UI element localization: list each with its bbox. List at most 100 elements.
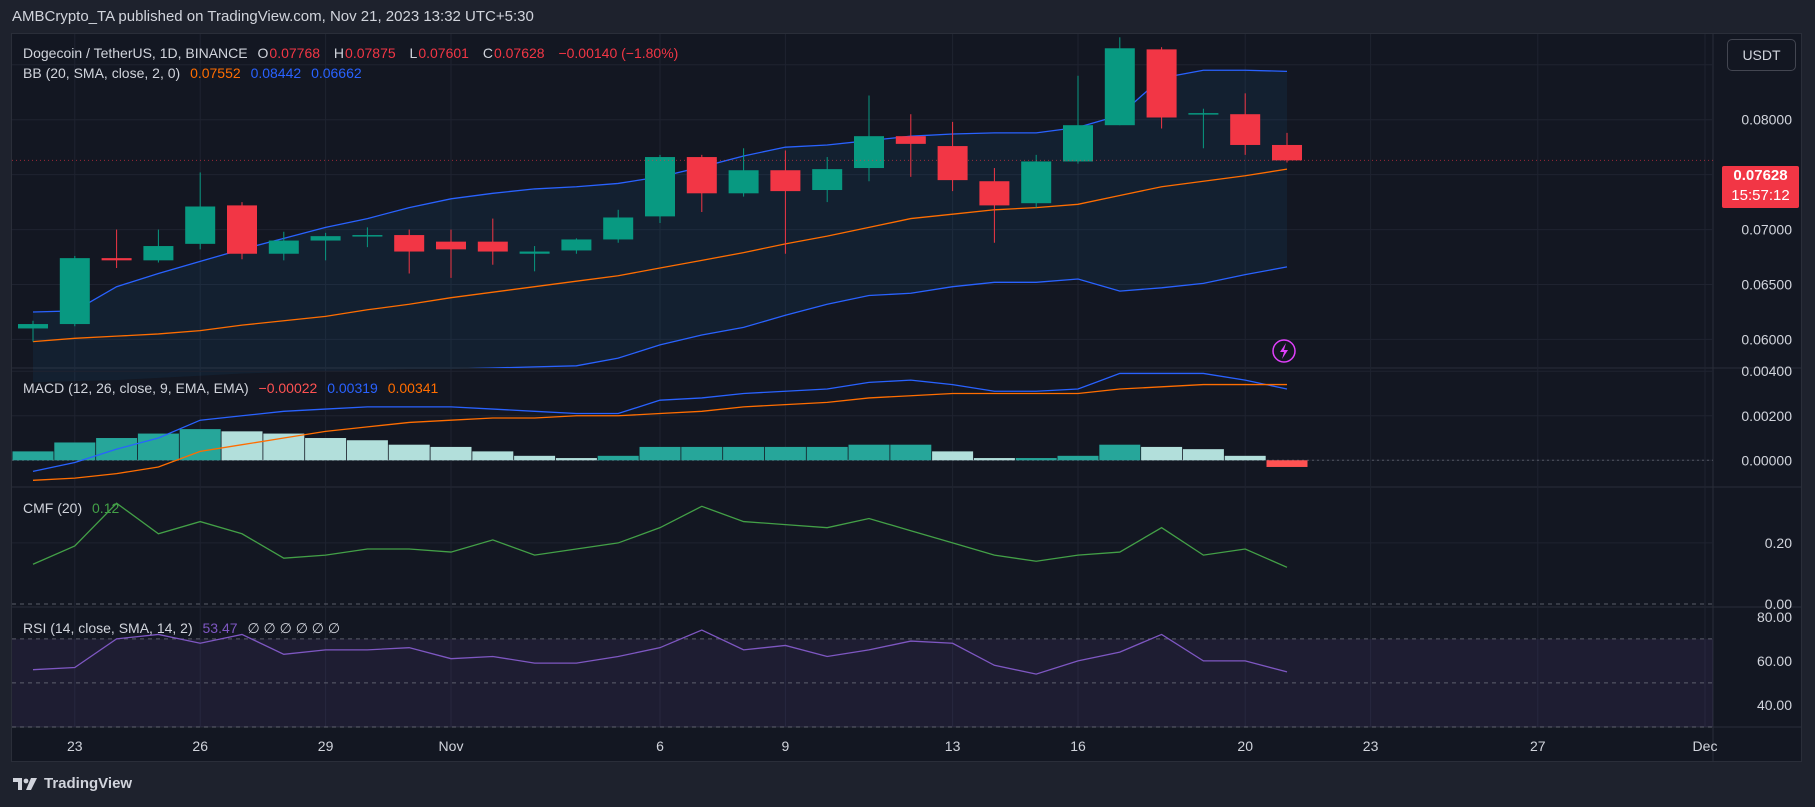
change-value: −0.00140 (−1.80%) xyxy=(558,45,679,61)
bb-legend[interactable]: BB (20, SMA, close, 2, 0) 0.07552 0.0844… xyxy=(23,65,368,81)
x-tick-label: Dec xyxy=(1693,738,1718,754)
candle-body xyxy=(686,157,717,194)
macd-line xyxy=(32,372,1288,473)
macd-histogram-bar xyxy=(1182,449,1224,461)
cmf-value: 0.12 xyxy=(92,500,120,516)
macd-histogram-bar xyxy=(932,451,974,461)
candle-body xyxy=(1021,161,1052,204)
candle-body xyxy=(519,251,550,254)
x-tick-label: 29 xyxy=(318,738,334,754)
bb-fill xyxy=(33,70,1287,383)
candle-body xyxy=(937,146,968,181)
last-price: 0.07628 xyxy=(1733,167,1788,184)
cmf-line xyxy=(32,502,1288,568)
candle-body xyxy=(1272,144,1302,161)
rsi-line xyxy=(32,629,1288,675)
rsi-extras: ∅ ∅ ∅ ∅ ∅ ∅ xyxy=(247,620,341,636)
footer-brand-label: TradingView xyxy=(44,775,133,792)
macd-histogram-bar xyxy=(472,451,514,461)
lightning-icon xyxy=(1272,339,1296,363)
candle-body xyxy=(227,205,257,254)
bar-countdown: 15:57:12 xyxy=(1731,187,1790,204)
bb-label: BB (20, SMA, close, 2, 0) xyxy=(23,65,181,81)
macd-hist-value: −0.00022 xyxy=(258,380,318,396)
macd-histogram-bar xyxy=(514,455,556,461)
cmf-legend[interactable]: CMF (20) 0.12 xyxy=(23,500,125,516)
candle-body xyxy=(1188,113,1219,115)
close-value: C0.07628 xyxy=(482,45,545,61)
last-price-tag: 0.07628 15:57:12 xyxy=(1722,166,1799,208)
candle-body xyxy=(561,239,592,251)
macd-histogram-bar xyxy=(12,451,54,461)
bb-lower-line xyxy=(468,266,1288,368)
x-tick-label: 13 xyxy=(945,738,961,754)
currency-button[interactable]: USDT xyxy=(1727,39,1796,71)
rsi-tick-label: 80.00 xyxy=(1757,609,1792,625)
candle-body xyxy=(477,241,508,252)
footer-brand[interactable]: TradingView xyxy=(12,775,132,792)
candle-body xyxy=(18,324,48,329)
macd-histogram-bar xyxy=(1266,460,1308,467)
x-tick-label: 26 xyxy=(192,738,208,754)
candle-body xyxy=(812,169,843,191)
cmf-tick-label: 0.20 xyxy=(1765,535,1792,551)
x-tick-label: 9 xyxy=(782,738,790,754)
macd-histogram-bar xyxy=(1141,446,1183,461)
macd-histogram-bar xyxy=(597,455,639,461)
candle-body xyxy=(101,258,132,261)
candle-body xyxy=(143,246,174,261)
rsi-tick-label: 60.00 xyxy=(1757,653,1792,669)
macd-tick-label: 0.00200 xyxy=(1741,408,1792,424)
candle-body xyxy=(979,181,1010,206)
macd-histogram-bar xyxy=(639,446,681,461)
candle-body xyxy=(728,170,759,194)
macd-histogram-bar xyxy=(973,458,1015,461)
cmf-tick-label: 0.00 xyxy=(1765,596,1792,612)
price-tick-label: 0.07000 xyxy=(1741,222,1792,238)
chart-frame[interactable] xyxy=(11,33,1802,762)
macd-histogram-bar xyxy=(681,446,723,461)
price-tick-label: 0.08000 xyxy=(1741,112,1792,128)
lightning-bolt-icon xyxy=(1280,343,1288,359)
macd-legend[interactable]: MACD (12, 26, close, 9, EMA, EMA) −0.000… xyxy=(23,380,444,396)
macd-value: 0.00319 xyxy=(327,380,378,396)
bb-basis-value: 0.07552 xyxy=(190,65,241,81)
x-tick-label: 16 xyxy=(1070,738,1086,754)
candle-body xyxy=(1063,125,1093,162)
tradingview-logo-icon xyxy=(13,777,37,790)
symbol-label[interactable]: Dogecoin / TetherUS, 1D, BINANCE xyxy=(23,45,248,61)
candle-body xyxy=(394,235,425,252)
macd-histogram-bar xyxy=(1224,455,1266,461)
cmf-label: CMF (20) xyxy=(23,500,83,516)
candle-body xyxy=(1104,48,1135,126)
candle-body xyxy=(1230,114,1261,145)
high-value: H0.07875 xyxy=(333,45,396,61)
macd-histogram-bar xyxy=(848,444,890,461)
macd-histogram-bar xyxy=(1057,455,1099,461)
macd-histogram-bar xyxy=(1015,458,1057,461)
candle-body xyxy=(854,136,884,169)
candle-body xyxy=(268,240,299,254)
candle-body xyxy=(645,157,675,217)
low-value: L0.07601 xyxy=(409,45,469,61)
rsi-tick-label: 40.00 xyxy=(1757,697,1792,713)
bb-basis-line xyxy=(32,168,1288,343)
macd-histogram-bar xyxy=(179,429,221,461)
open-value: O0.07768 xyxy=(257,45,321,61)
macd-histogram-bar xyxy=(1099,444,1141,461)
rsi-legend[interactable]: RSI (14, close, SMA, 14, 2) 53.47 ∅ ∅ ∅ … xyxy=(23,620,346,637)
candle-body xyxy=(770,170,801,192)
macd-signal-line xyxy=(32,383,1287,481)
x-tick-label: 27 xyxy=(1530,738,1546,754)
macd-histogram-bar xyxy=(221,431,263,461)
macd-histogram-bar xyxy=(346,440,388,461)
macd-histogram-bar xyxy=(555,458,597,461)
candle-body xyxy=(59,258,90,325)
macd-label: MACD (12, 26, close, 9, EMA, EMA) xyxy=(23,380,249,396)
price-tick-label: 0.06000 xyxy=(1741,331,1792,347)
bb-upper-value: 0.08442 xyxy=(250,65,302,81)
macd-histogram-bar xyxy=(806,446,848,461)
macd-histogram-bar xyxy=(764,446,806,461)
rsi-value: 53.47 xyxy=(202,620,238,636)
